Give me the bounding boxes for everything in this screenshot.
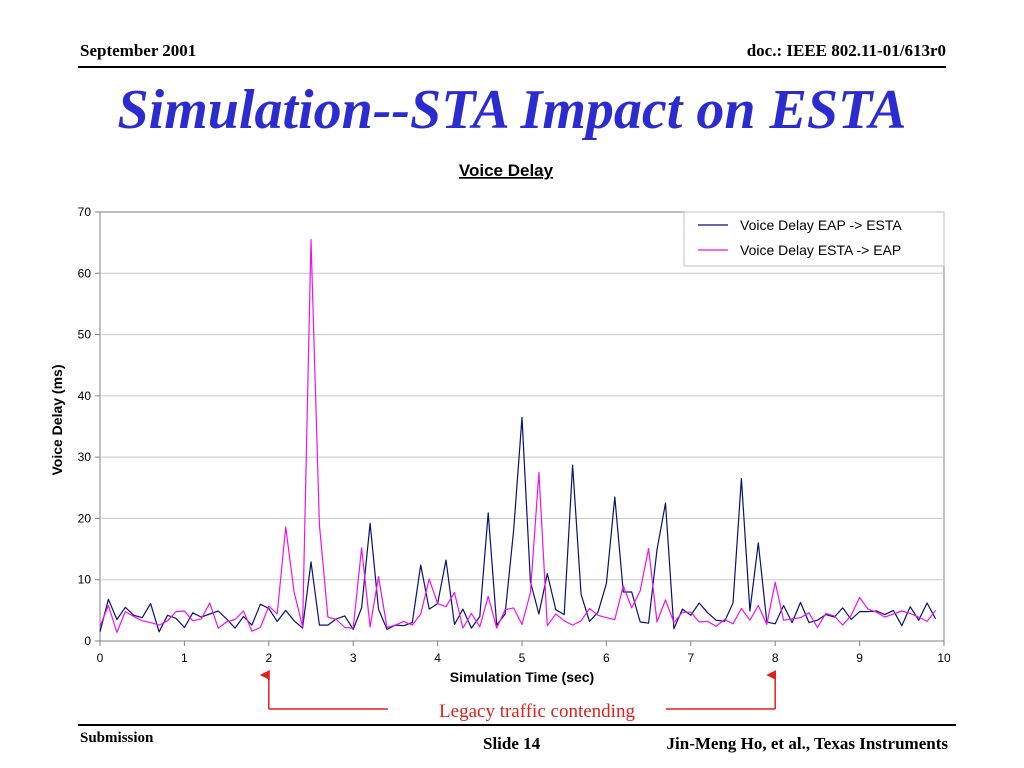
- series-line-esta-eap: [99, 239, 937, 634]
- footer-rule: [78, 724, 956, 726]
- x-tick-label-8: 8: [772, 651, 779, 665]
- footer-slide-number: Slide 14: [483, 734, 541, 753]
- footer-submission: Submission: [80, 730, 154, 746]
- x-axis-label: Simulation Time (sec): [450, 669, 594, 685]
- y-tick-label-60: 60: [78, 266, 92, 280]
- x-tick-label-7: 7: [687, 651, 694, 665]
- y-tick-label-40: 40: [78, 389, 92, 403]
- x-tick-label-10: 10: [937, 651, 951, 665]
- y-tick-label-10: 10: [78, 573, 92, 587]
- header-rule: [78, 66, 946, 68]
- header-date: September 2001: [80, 41, 197, 60]
- x-tick-label-2: 2: [265, 651, 272, 665]
- header-doc-id: doc.: IEEE 802.11-01/613r0: [746, 41, 946, 60]
- annotation-text: Legacy traffic contending: [439, 701, 635, 722]
- series-line-eap-esta: [99, 416, 937, 633]
- chart-legend: Voice Delay EAP -> ESTA Voice Delay ESTA…: [683, 211, 945, 267]
- legend-label-eap-esta: Voice Delay EAP -> ESTA: [740, 217, 902, 233]
- slide-title: Simulation--STA Impact on ESTA: [117, 79, 907, 141]
- y-tick-label-30: 30: [78, 450, 92, 464]
- x-tick-label-6: 6: [603, 651, 610, 665]
- y-tick-label-20: 20: [78, 511, 92, 525]
- x-tick-label-4: 4: [434, 651, 441, 665]
- chart-title: Voice Delay: [459, 161, 554, 180]
- x-tick-label-3: 3: [350, 651, 357, 665]
- x-tick-label-0: 0: [97, 651, 104, 665]
- y-tick-label-50: 50: [78, 328, 92, 342]
- y-axis-label: Voice Delay (ms): [49, 364, 65, 475]
- x-tick-label-5: 5: [519, 651, 526, 665]
- y-tick-label-0: 0: [84, 634, 91, 648]
- legend-label-esta-eap: Voice Delay ESTA -> EAP: [740, 242, 901, 258]
- x-tick-label-1: 1: [181, 651, 188, 665]
- legacy-traffic-annotation: Legacy traffic contending: [259, 670, 777, 722]
- footer-author: Jin-Meng Ho, et al., Texas Instruments: [666, 734, 948, 753]
- x-tick-label-9: 9: [856, 651, 863, 665]
- y-tick-label-70: 70: [78, 205, 92, 219]
